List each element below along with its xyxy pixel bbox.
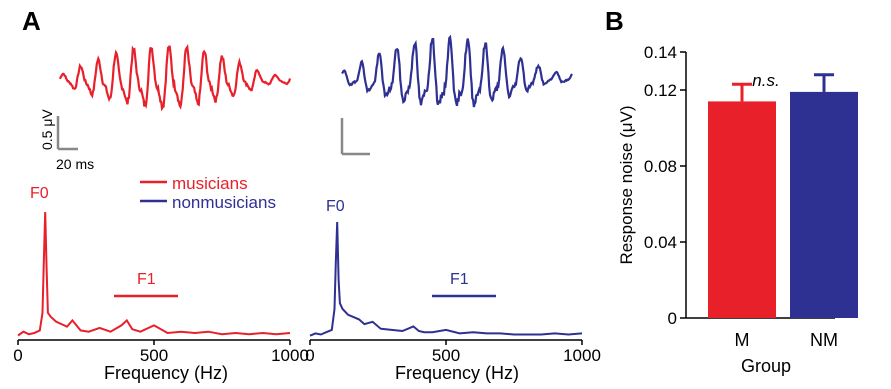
x-axis-label-b: Group xyxy=(741,356,791,376)
x-tick-label-b: M xyxy=(735,330,750,350)
x-ticks-spectrum-musicians: 0 500 1000 xyxy=(13,340,309,365)
y-tick-label: 0.04 xyxy=(644,233,677,252)
scale-bar-nonmusicians xyxy=(340,118,370,156)
panel-label-b: B xyxy=(605,6,624,36)
scale-amplitude-label: 0.5 μV xyxy=(39,109,55,150)
f1-label-nonmusicians: F1 xyxy=(450,271,469,288)
bar-nm xyxy=(790,91,858,319)
panel-label-a: A xyxy=(22,6,41,36)
legend-label-nonmusicians: nonmusicians xyxy=(172,193,276,212)
x-tick-label: 500 xyxy=(140,346,168,365)
f1-label-musicians: F1 xyxy=(137,271,156,288)
spectrum-line-nonmusicians xyxy=(309,221,583,337)
legend: musicians nonmusicians xyxy=(140,174,276,212)
waveform-musicians xyxy=(58,43,292,112)
significance-annotation: n.s. xyxy=(752,71,779,90)
f0-label-musicians: F0 xyxy=(30,185,49,202)
x-tick-label-b: NM xyxy=(810,330,838,350)
x-ticks-b: M NM xyxy=(735,330,839,350)
scale-time-label: 20 ms xyxy=(56,156,94,172)
x-tick-label: 0 xyxy=(13,346,22,365)
x-tick-label: 1000 xyxy=(563,346,601,365)
x-tick-label: 0 xyxy=(305,346,314,365)
scale-bar-musicians xyxy=(56,116,78,151)
waveform-nonmusicians xyxy=(341,34,573,108)
x-axis-label-spectrum-musicians: Frequency (Hz) xyxy=(104,363,228,383)
y-tick-label: 0.08 xyxy=(644,157,677,176)
bar-chart-b: 0 0.04 0.08 0.12 0.14 M NM xyxy=(644,43,858,350)
y-tick-label: 0 xyxy=(668,309,677,328)
legend-label-musicians: musicians xyxy=(172,174,248,193)
y-tick-label: 0.12 xyxy=(644,81,677,100)
f0-label-nonmusicians: F0 xyxy=(326,198,345,215)
bar-m xyxy=(708,101,776,319)
y-ticks-b: 0 0.04 0.08 0.12 0.14 xyxy=(644,43,686,328)
spectrum-line-musicians xyxy=(17,211,291,337)
bars-b xyxy=(708,73,858,319)
y-axis-label-b: Response noise (μV) xyxy=(617,105,636,264)
x-tick-label: 500 xyxy=(432,346,460,365)
x-ticks-spectrum-nonmusicians: 0 500 1000 xyxy=(305,340,601,365)
x-tick-label: 1000 xyxy=(271,346,309,365)
y-tick-label: 0.14 xyxy=(644,43,677,62)
x-axis-label-spectrum-nonmusicians: Frequency (Hz) xyxy=(395,363,519,383)
